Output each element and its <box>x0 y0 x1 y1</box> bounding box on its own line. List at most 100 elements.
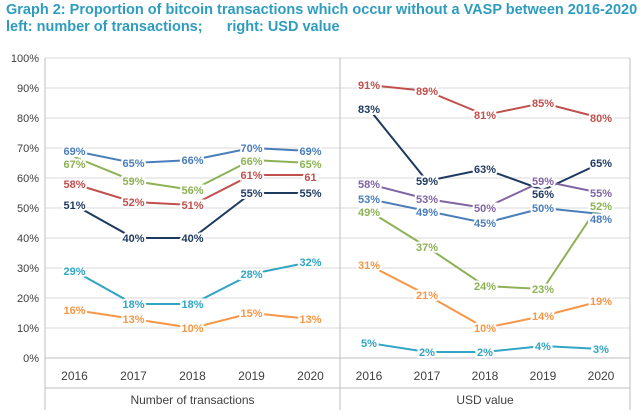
series <box>368 84 602 119</box>
y-tick-label: 40% <box>17 233 39 245</box>
data-label: 55% <box>299 188 321 200</box>
data-label: 65% <box>122 158 144 170</box>
data-label: 52% <box>590 201 612 213</box>
data-label: 89% <box>416 86 438 98</box>
data-label: 56% <box>181 185 203 197</box>
x-tick-label: 2020 <box>588 369 615 383</box>
x-tick-label: 2017 <box>120 369 147 383</box>
data-label: 55% <box>590 188 612 200</box>
data-label: 40% <box>122 233 144 245</box>
x-tick-label: 2019 <box>530 369 557 383</box>
y-tick-label: 20% <box>17 293 39 305</box>
panel-label: Number of transactions <box>130 393 254 407</box>
data-label: 52% <box>122 197 144 209</box>
series <box>368 108 602 192</box>
series <box>74 174 311 207</box>
y-tick-label: 100% <box>11 53 39 65</box>
data-label: 65% <box>590 158 612 170</box>
y-tick-label: 30% <box>17 263 39 275</box>
data-label: 10% <box>181 323 203 335</box>
data-label: 2% <box>419 347 435 359</box>
series <box>368 198 602 225</box>
data-label: 19% <box>590 296 612 308</box>
series <box>74 192 311 239</box>
y-tick-label: 80% <box>17 113 39 125</box>
data-label: 69% <box>63 146 85 158</box>
data-label: 59% <box>416 176 438 188</box>
data-label: 32% <box>299 257 321 269</box>
data-label: 81% <box>474 110 496 122</box>
data-label: 51% <box>181 200 203 212</box>
data-label: 53% <box>416 194 438 206</box>
subtitle-right: right: USD value <box>226 19 340 35</box>
data-label: 58% <box>358 179 380 191</box>
data-label: 61% <box>240 170 262 182</box>
data-label: 63% <box>474 164 496 176</box>
data-label: 10% <box>474 323 496 335</box>
data-label: 18% <box>181 299 203 311</box>
data-label: 65% <box>299 159 321 171</box>
data-label: 13% <box>122 314 144 326</box>
data-label: 45% <box>474 218 496 230</box>
x-tick-label: 2019 <box>238 369 265 383</box>
data-label: 66% <box>240 156 262 168</box>
data-label: 18% <box>122 299 144 311</box>
y-tick-label: 10% <box>17 323 39 335</box>
panel-label: USD value <box>456 393 514 407</box>
x-tick-label: 2016 <box>61 369 88 383</box>
subtitle-left: left: number of transactions; <box>6 19 203 35</box>
series <box>368 179 602 210</box>
data-label: 66% <box>181 155 203 167</box>
series <box>74 156 311 192</box>
x-tick-label: 2018 <box>472 369 499 383</box>
y-tick-label: 60% <box>17 173 39 185</box>
data-label: 53% <box>358 194 380 206</box>
series <box>368 201 602 291</box>
chart-title-text: Graph 2: Proportion of bitcoin transacti… <box>6 2 638 18</box>
data-label: 16% <box>63 305 85 317</box>
data-label: 40% <box>181 233 203 245</box>
x-tick-label: 2018 <box>179 369 206 383</box>
series-line <box>368 264 602 330</box>
data-label: 5% <box>361 338 377 350</box>
x-tick-label: 2020 <box>297 369 324 383</box>
data-label: 15% <box>240 308 262 320</box>
data-label: 80% <box>590 113 612 125</box>
data-label: 48% <box>590 214 612 226</box>
data-label: 56% <box>532 189 554 201</box>
data-label: 59% <box>122 176 144 188</box>
series <box>368 342 602 353</box>
data-label: 50% <box>474 203 496 215</box>
y-tick-label: 50% <box>17 203 39 215</box>
data-label: 69% <box>299 146 321 158</box>
data-label: 14% <box>532 311 554 323</box>
data-label: 51% <box>63 200 85 212</box>
data-label: 2% <box>477 347 493 359</box>
y-tick-label: 0% <box>23 353 39 365</box>
data-label: 21% <box>416 290 438 302</box>
data-label: 50% <box>532 203 554 215</box>
series-line <box>368 201 602 291</box>
data-label: 37% <box>416 242 438 254</box>
data-label: 28% <box>240 269 262 281</box>
data-label: 24% <box>474 281 496 293</box>
series <box>368 264 602 330</box>
data-label: 49% <box>358 207 380 219</box>
data-label: 3% <box>593 344 609 356</box>
data-label: 58% <box>63 179 85 191</box>
data-label: 49% <box>416 207 438 219</box>
x-tick-label: 2016 <box>356 369 383 383</box>
series <box>74 146 311 165</box>
data-label: 67% <box>63 159 85 171</box>
data-label: 23% <box>532 284 554 296</box>
chart-title: Graph 2: Proportion of bitcoin transacti… <box>6 2 637 36</box>
data-label: 91% <box>358 80 380 92</box>
data-label: 70% <box>240 143 262 155</box>
series <box>74 309 311 330</box>
data-label: 13% <box>299 314 321 326</box>
data-label: 29% <box>63 266 85 278</box>
data-label: 31% <box>358 260 380 272</box>
data-label: 55% <box>240 188 262 200</box>
data-label: 61 <box>304 172 316 184</box>
